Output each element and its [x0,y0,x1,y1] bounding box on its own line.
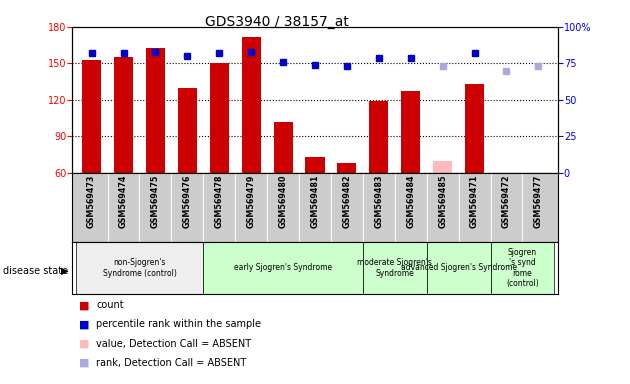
Text: percentile rank within the sample: percentile rank within the sample [96,319,261,329]
Text: Sjogren
's synd
rome
(control): Sjogren 's synd rome (control) [506,248,539,288]
Bar [203,242,363,294]
Bar [178,88,197,173]
Bar [210,63,229,173]
Text: GSM569478: GSM569478 [215,175,224,228]
Text: non-Sjogren's
Syndrome (control): non-Sjogren's Syndrome (control) [103,258,176,278]
Text: disease state: disease state [3,266,68,276]
Text: GSM569480: GSM569480 [278,175,287,228]
Text: GSM569484: GSM569484 [406,175,415,228]
Bar [337,163,357,173]
Bar [273,122,293,173]
Text: value, Detection Call = ABSENT: value, Detection Call = ABSENT [96,339,251,349]
Text: GSM569483: GSM569483 [374,175,383,228]
Text: ▶: ▶ [60,266,68,276]
Text: advanced Sjogren's Syndrome: advanced Sjogren's Syndrome [401,263,517,272]
Text: ■: ■ [79,358,89,368]
Bar [427,242,491,294]
Bar [146,48,165,173]
Text: GSM569479: GSM569479 [247,175,256,228]
Bar [491,242,554,294]
Bar [369,101,389,173]
Bar [82,60,101,173]
Text: count: count [96,300,124,310]
Text: GSM569475: GSM569475 [151,175,160,228]
Text: GDS3940 / 38157_at: GDS3940 / 38157_at [205,15,349,29]
Bar [76,242,203,294]
Text: GSM569477: GSM569477 [534,175,543,228]
Bar [241,36,261,173]
Text: GSM569471: GSM569471 [470,175,479,228]
Text: ■: ■ [79,339,89,349]
Bar [433,161,452,173]
Text: ■: ■ [79,319,89,329]
Bar [114,57,133,173]
Bar [401,91,420,173]
Text: ■: ■ [79,300,89,310]
Bar [465,84,484,173]
Text: GSM569485: GSM569485 [438,175,447,228]
Text: GSM569472: GSM569472 [502,175,511,228]
Bar [306,157,324,173]
Bar [363,242,427,294]
Text: GSM569474: GSM569474 [119,175,128,228]
Text: GSM569482: GSM569482 [343,175,352,228]
Text: moderate Sjogren's
Syndrome: moderate Sjogren's Syndrome [357,258,432,278]
Text: GSM569481: GSM569481 [311,175,319,228]
Text: GSM569473: GSM569473 [87,175,96,228]
Text: GSM569476: GSM569476 [183,175,192,228]
Text: rank, Detection Call = ABSENT: rank, Detection Call = ABSENT [96,358,246,368]
Text: early Sjogren's Syndrome: early Sjogren's Syndrome [234,263,332,272]
